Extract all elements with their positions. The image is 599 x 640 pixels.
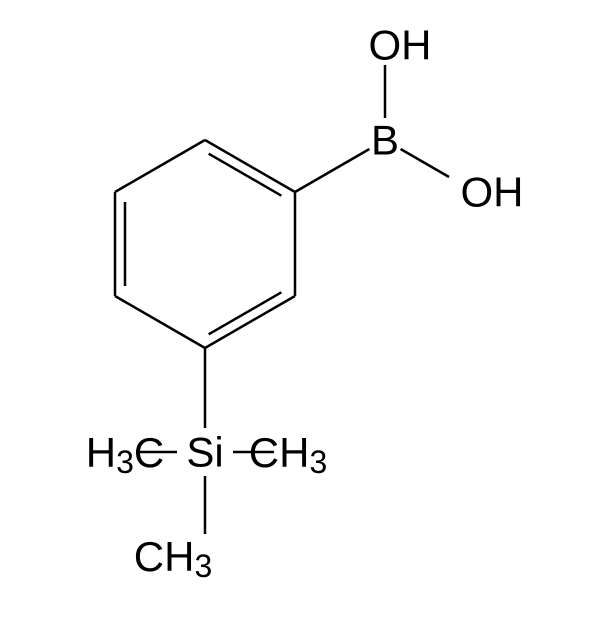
- atom-label-ch3_b: CH3: [134, 533, 212, 585]
- atom-label-si: Si: [186, 429, 223, 476]
- atom-label-b: B: [371, 117, 399, 164]
- atom-label-oh1: OH: [369, 22, 432, 69]
- molecule-diagram: B OH OH Si H3C CH3 CH3: [0, 0, 599, 640]
- atom-label-ch3_r: CH3: [249, 429, 327, 481]
- atom-label-oh2: OH: [461, 169, 524, 216]
- atom-label-ch3_l: H3C: [86, 429, 164, 481]
- labels-layer: B OH OH Si H3C CH3 CH3: [86, 22, 524, 585]
